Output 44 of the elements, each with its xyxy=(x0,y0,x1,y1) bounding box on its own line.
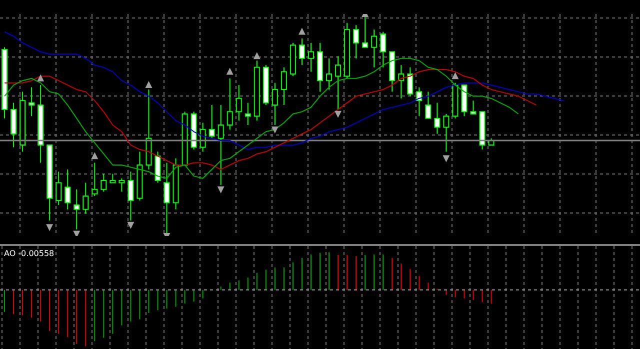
candlestick xyxy=(470,100,476,114)
candlestick xyxy=(92,162,98,197)
point xyxy=(37,74,44,82)
candlestick xyxy=(128,171,134,221)
point xyxy=(91,152,98,160)
candlestick xyxy=(56,171,62,206)
point xyxy=(217,186,224,194)
point xyxy=(334,110,342,118)
candlestick xyxy=(74,188,80,230)
point xyxy=(298,28,306,35)
candlestick xyxy=(380,31,386,68)
candlestick xyxy=(118,178,125,192)
point xyxy=(253,52,260,60)
point xyxy=(452,72,459,80)
point xyxy=(271,126,278,134)
candlestick xyxy=(28,86,35,117)
candlestick xyxy=(82,182,89,214)
candlestick xyxy=(298,38,305,66)
candlestick xyxy=(443,113,450,152)
candlestick xyxy=(244,102,251,126)
candlestick xyxy=(335,56,342,110)
candlestick xyxy=(416,86,422,117)
point xyxy=(145,81,152,88)
candlestick xyxy=(64,168,71,210)
candlestick xyxy=(425,91,432,119)
candlestick xyxy=(326,58,332,90)
candlestick xyxy=(218,104,224,186)
point xyxy=(46,224,54,232)
candlestick xyxy=(371,29,378,68)
point xyxy=(127,222,134,229)
point xyxy=(73,230,80,236)
candlestick xyxy=(226,78,233,130)
candlestick xyxy=(353,24,360,59)
point xyxy=(226,68,234,75)
candlestick xyxy=(272,82,278,126)
candlestick xyxy=(208,104,215,139)
candlestick xyxy=(434,102,440,134)
point xyxy=(442,155,450,162)
chart-title: AO -0.00558 xyxy=(4,249,54,258)
candlestick xyxy=(100,173,107,192)
candlestick xyxy=(280,66,287,106)
candlestick xyxy=(308,42,314,72)
candlestick xyxy=(407,66,414,97)
candlestick xyxy=(236,84,242,122)
